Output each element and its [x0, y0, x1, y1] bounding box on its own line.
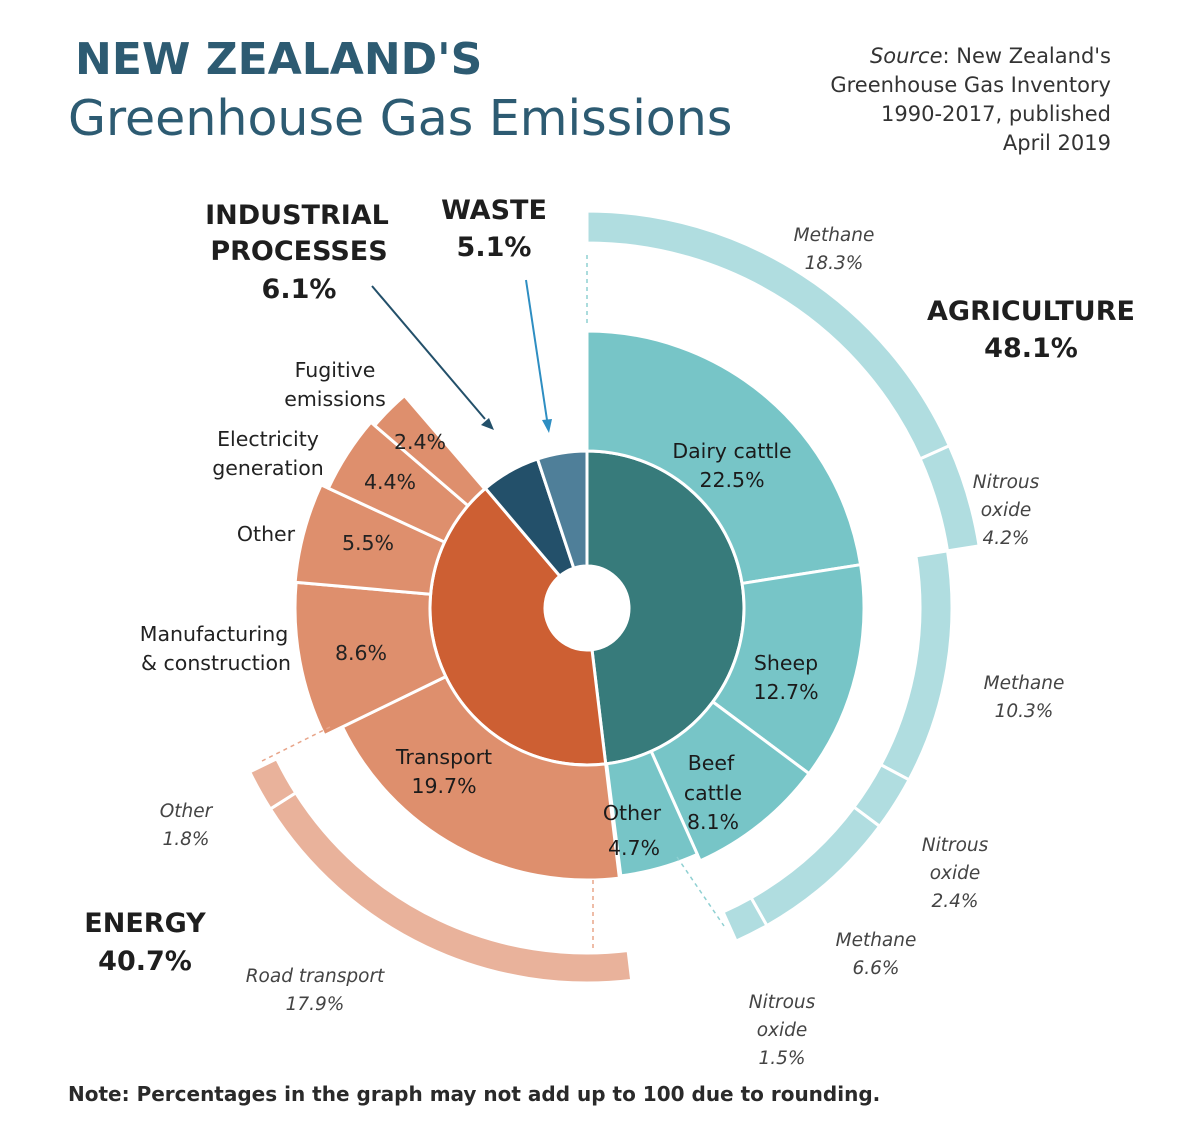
source-line-1: Source: New Zealand's: [870, 44, 1111, 68]
connector-energy-other: [261, 725, 333, 762]
industrial-arrow-head: [481, 418, 494, 430]
dairy-label: Dairy cattle: [672, 439, 791, 463]
source-line-2: Greenhouse Gas Inventory: [830, 73, 1111, 97]
beef-label-line-1: Beef: [688, 751, 735, 775]
beef-nitrous-label-1: Nitrous: [749, 992, 816, 1013]
source-line-4: April 2019: [1003, 131, 1111, 155]
pointer-arrows: [371, 279, 552, 433]
dairy-nitrous-label-2: oxide: [981, 500, 1032, 521]
sheep-methane-value: 10.3%: [995, 701, 1054, 722]
road-transport-label: Road transport: [246, 966, 385, 987]
sheep-gas-methane: [879, 549, 954, 782]
dairy-nitrous-value: 4.2%: [983, 528, 1030, 549]
beef-value: 8.1%: [687, 810, 739, 834]
dairy-methane-value: 18.3%: [805, 253, 864, 274]
road-transport-value: 17.9%: [286, 994, 345, 1015]
waste-value: 5.1%: [457, 232, 532, 263]
energy-sub-transport: [340, 675, 621, 882]
sheep-nitrous-label-1: Nitrous: [922, 835, 989, 856]
industrial-label-line-2: PROCESSES: [210, 236, 387, 267]
agriculture-label: AGRICULTURE: [927, 296, 1135, 327]
center-hole: [547, 568, 627, 648]
footnote: Note: Percentages in the graph may not a…: [68, 1082, 880, 1106]
manufacturing-value: 8.6%: [335, 641, 387, 665]
sheep-nitrous-value: 2.4%: [932, 891, 979, 912]
fugitive-label-line-2: emissions: [284, 387, 386, 411]
transport-outer-other: [248, 757, 298, 811]
energy-sub-fugitive: [373, 394, 487, 508]
sheep-label: Sheep: [754, 651, 818, 675]
transport-other-value: 1.8%: [163, 829, 210, 850]
industrial-value: 6.1%: [262, 274, 337, 305]
transport-other-label: Other: [160, 801, 214, 822]
energy-sub-energy_other: [293, 483, 447, 596]
waste-label: WASTE: [441, 195, 547, 226]
waste-arrow-line: [525, 279, 548, 421]
beef-methane-value: 6.6%: [853, 958, 900, 979]
agri-sub-dairy: [585, 329, 863, 585]
manufacturing-label-line-2: & construction: [141, 651, 291, 675]
electricity-value: 4.4%: [364, 470, 416, 494]
industrial-label-line-1: INDUSTRIAL: [205, 200, 389, 231]
dairy-value: 22.5%: [699, 468, 764, 492]
beef-methane-label: Methane: [836, 930, 917, 951]
beef-gas-nitrous: [721, 896, 769, 943]
sheep-nitrous-label-2: oxide: [930, 863, 981, 884]
electricity-label-line-2: generation: [212, 456, 324, 480]
beef-nitrous-label-2: oxide: [757, 1020, 808, 1041]
dairy-nitrous-label-1: Nitrous: [973, 472, 1040, 493]
connector-nitrous-bottom: [676, 856, 725, 927]
sheep-value: 12.7%: [753, 680, 818, 704]
energy-other-value: 5.5%: [342, 531, 394, 555]
transport-value: 19.7%: [411, 774, 476, 798]
industrial-arrow-line: [371, 285, 486, 420]
beef-gas-methane: [749, 805, 882, 928]
source-line-3: 1990-2017, published: [881, 102, 1111, 126]
electricity-label-line-1: Electricity: [217, 427, 319, 451]
title-line-2: Greenhouse Gas Emissions: [68, 90, 732, 147]
agriculture-value: 48.1%: [984, 333, 1078, 364]
title-line-1: NEW ZEALAND'S: [75, 34, 482, 85]
beef-label-line-2: cattle: [684, 781, 742, 805]
manufacturing-label-line-1: Manufacturing: [140, 622, 288, 646]
agri-other-value: 4.7%: [608, 836, 660, 860]
transport-label: Transport: [395, 745, 492, 769]
sunburst-rings: [248, 209, 981, 985]
energy-other-label: Other: [237, 522, 296, 546]
sheep-methane-label: Methane: [984, 673, 1065, 694]
waste-inner-segment: [536, 449, 589, 570]
dashed-connectors: [261, 255, 725, 952]
fugitive-value: 2.4%: [394, 430, 446, 454]
dairy-gas-nitrous: [918, 444, 981, 553]
energy-value: 40.7%: [98, 946, 192, 977]
waste-arrow-head: [542, 419, 552, 433]
agri-sub-beef: [649, 700, 811, 863]
agri-other-label: Other: [603, 801, 662, 825]
beef-nitrous-value: 1.5%: [759, 1048, 806, 1069]
energy-label: ENERGY: [84, 908, 206, 939]
fugitive-label-line-1: Fugitive: [295, 358, 376, 382]
dairy-methane-label: Methane: [794, 225, 875, 246]
